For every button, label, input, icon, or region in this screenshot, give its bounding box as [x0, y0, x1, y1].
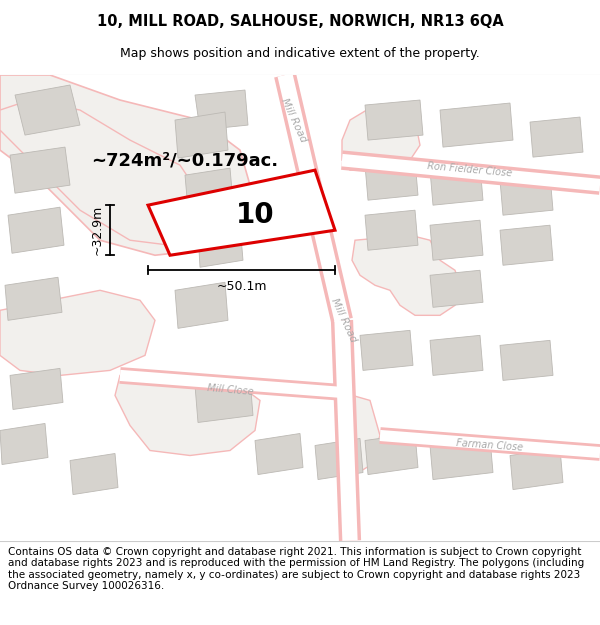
Polygon shape — [115, 376, 260, 456]
Text: Contains OS data © Crown copyright and database right 2021. This information is : Contains OS data © Crown copyright and d… — [8, 547, 584, 591]
Polygon shape — [148, 170, 335, 255]
Polygon shape — [0, 290, 155, 376]
Polygon shape — [195, 90, 248, 130]
Text: ~32.9m: ~32.9m — [91, 205, 104, 256]
Polygon shape — [70, 454, 118, 494]
Text: Mill Road: Mill Road — [329, 297, 359, 344]
Polygon shape — [500, 175, 553, 215]
Polygon shape — [430, 220, 483, 260]
Polygon shape — [0, 100, 200, 245]
Polygon shape — [365, 100, 423, 140]
Text: ~50.1m: ~50.1m — [216, 280, 267, 293]
Text: Mill Road: Mill Road — [280, 96, 308, 144]
Polygon shape — [430, 165, 483, 205]
Polygon shape — [175, 112, 228, 158]
Polygon shape — [15, 85, 80, 135]
Polygon shape — [315, 439, 363, 479]
Polygon shape — [365, 160, 418, 200]
Polygon shape — [440, 103, 513, 147]
Polygon shape — [0, 75, 250, 255]
Polygon shape — [10, 368, 63, 409]
Text: Farman Close: Farman Close — [456, 438, 524, 453]
Text: 10, MILL ROAD, SALHOUSE, NORWICH, NR13 6QA: 10, MILL ROAD, SALHOUSE, NORWICH, NR13 6… — [97, 14, 503, 29]
Polygon shape — [342, 105, 420, 170]
Polygon shape — [198, 225, 243, 268]
Polygon shape — [360, 331, 413, 371]
Polygon shape — [5, 278, 62, 321]
Text: Mill Close: Mill Close — [206, 383, 254, 398]
Polygon shape — [8, 207, 64, 253]
Text: Ron Fielder Close: Ron Fielder Close — [427, 161, 513, 179]
Text: Map shows position and indicative extent of the property.: Map shows position and indicative extent… — [120, 48, 480, 61]
Text: 10: 10 — [236, 201, 274, 229]
Polygon shape — [500, 341, 553, 381]
Polygon shape — [365, 434, 418, 474]
Text: ~724m²/~0.179ac.: ~724m²/~0.179ac. — [91, 151, 278, 169]
Polygon shape — [175, 282, 228, 328]
Polygon shape — [255, 434, 303, 474]
Polygon shape — [10, 147, 70, 193]
Polygon shape — [430, 270, 483, 308]
Polygon shape — [430, 439, 493, 479]
Polygon shape — [430, 336, 483, 376]
Polygon shape — [500, 225, 553, 265]
Polygon shape — [510, 449, 563, 489]
Polygon shape — [352, 235, 460, 316]
Polygon shape — [338, 392, 380, 481]
Polygon shape — [185, 168, 233, 209]
Polygon shape — [365, 210, 418, 250]
Polygon shape — [530, 117, 583, 157]
Polygon shape — [195, 378, 253, 423]
Polygon shape — [0, 424, 48, 464]
